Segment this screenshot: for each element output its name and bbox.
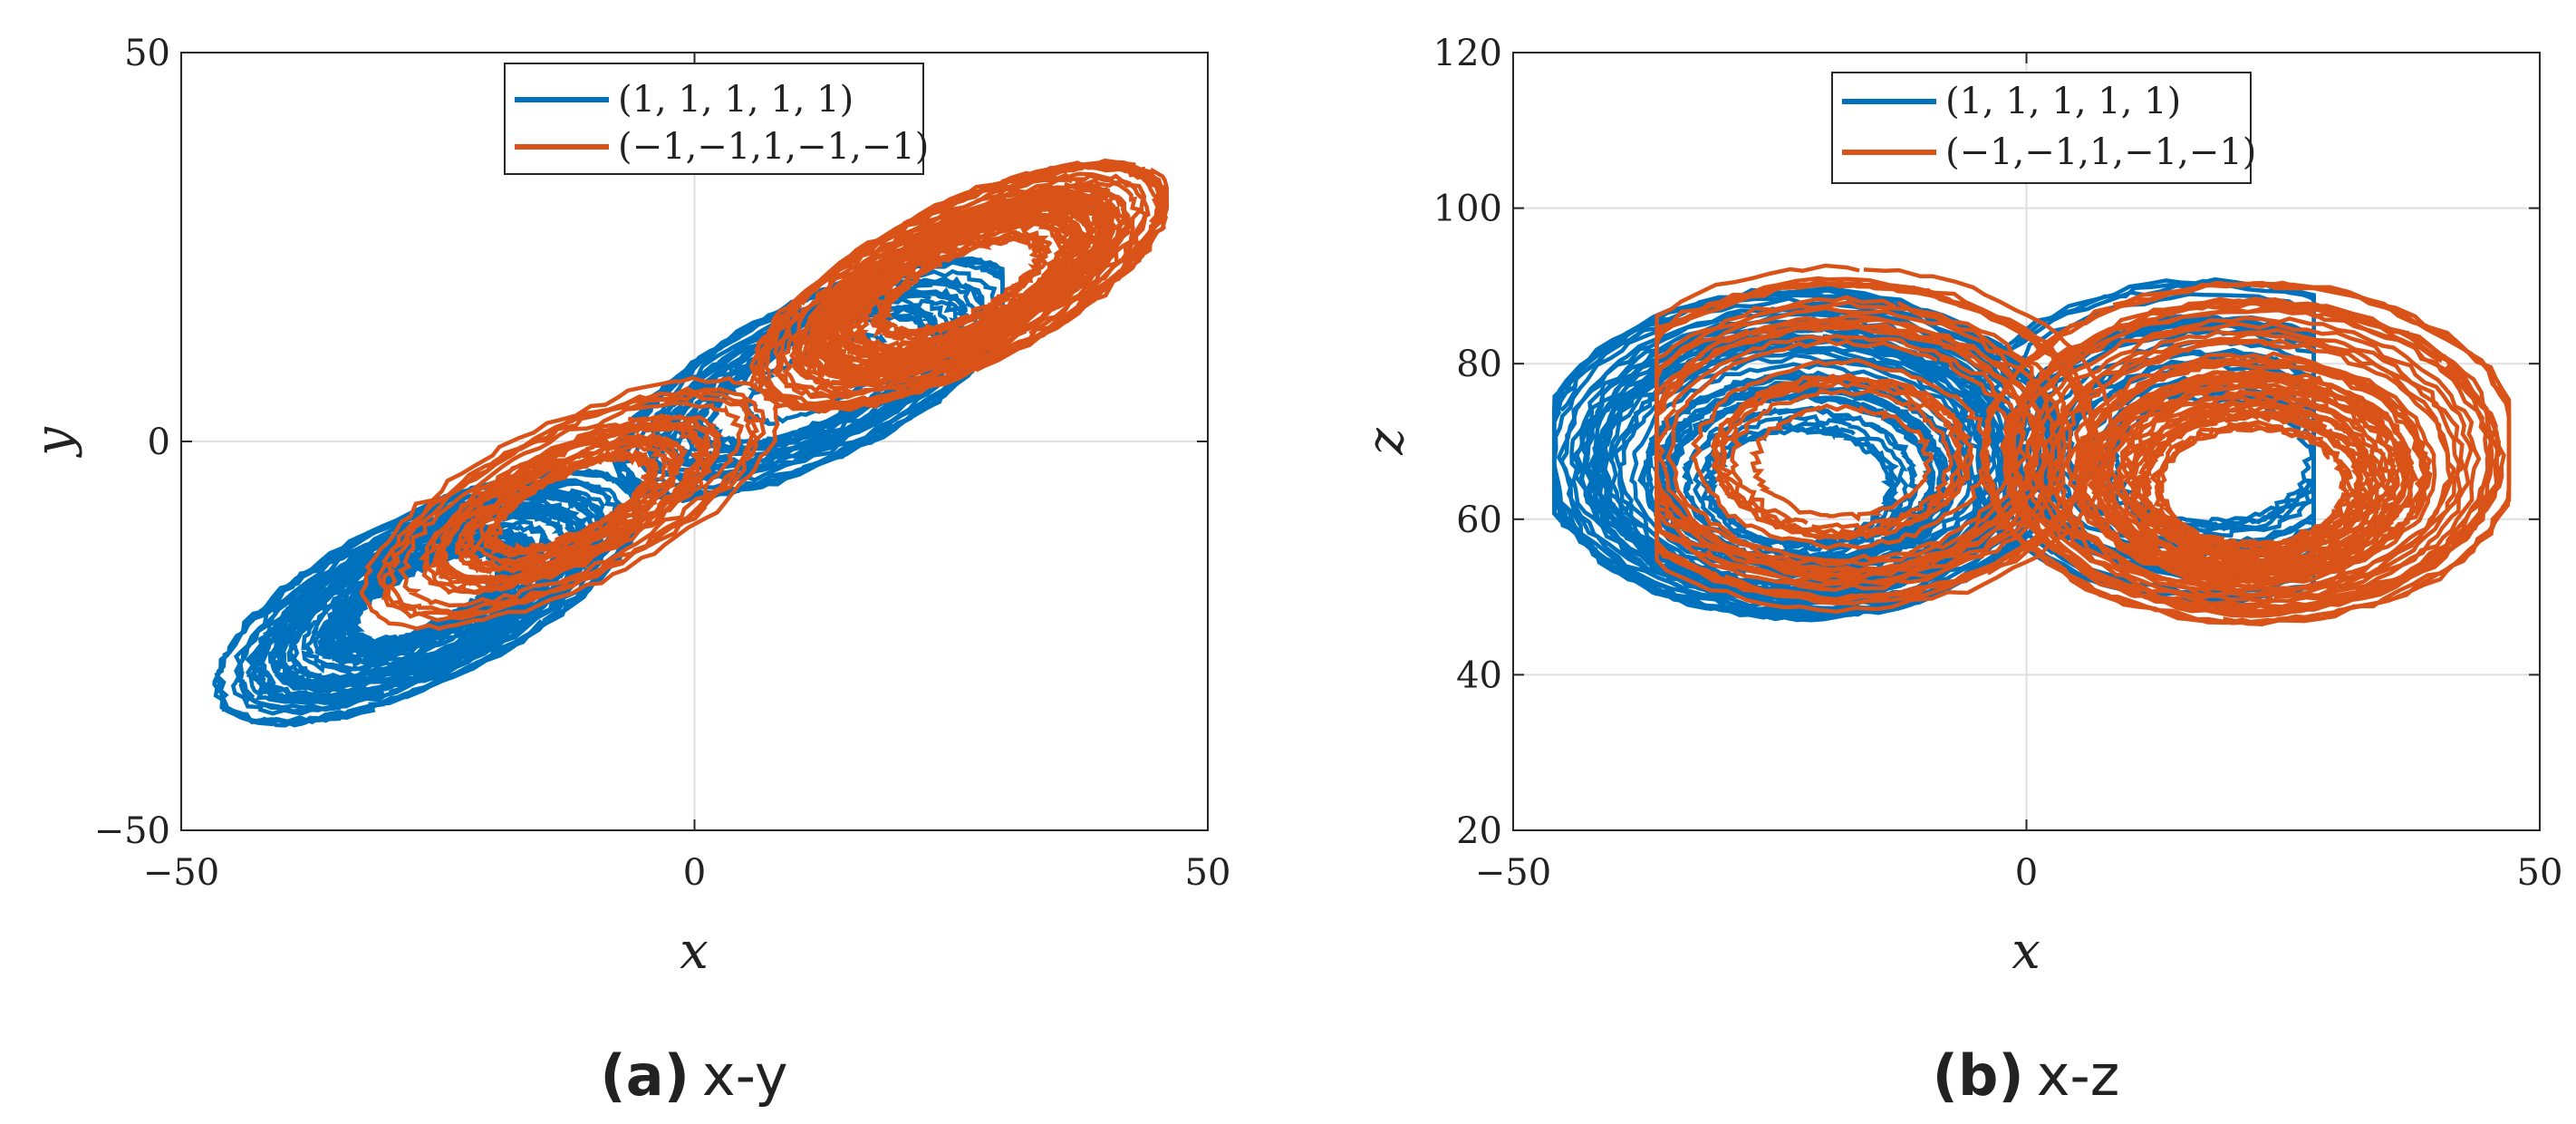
xz-series-2-orbit	[1720, 378, 1963, 538]
xz-ytick-label: 20	[1456, 810, 1502, 852]
xz-series-2-orbit	[2154, 424, 2349, 548]
panel-xz: −50 0 50 20 40 60 80 100 120 x z (1, 1, 1, 1, 1)…	[1356, 33, 2562, 1109]
panel-xy: −50 0 50 −50 0 50 x y (1, 1, 1, 1, 1) (−1,−1,…	[24, 33, 1230, 1109]
xy-series-2-orbit	[359, 375, 780, 631]
xz-series-2-orbit	[2029, 321, 2474, 604]
xz-ticks: −50 0 50 20 40 60 80 100 120	[1433, 33, 2563, 894]
xz-ytick-label: 60	[1456, 499, 1502, 541]
xz-series-2-orbit	[2022, 315, 2482, 607]
xz-series-2-orbit	[2095, 373, 2408, 576]
xz-series-2-orbit	[1749, 402, 1934, 522]
xz-series-2-orbit	[2133, 407, 2372, 558]
xz-legend: (1, 1, 1, 1, 1) (−1,−1,1,−1,−1)	[1831, 72, 2256, 184]
xz-series-2-orbit	[1655, 299, 2068, 587]
xy-legend: (1, 1, 1, 1, 1) (−1,−1,1,−1,−1)	[504, 63, 929, 175]
xy-caption-letter: (a)	[600, 1042, 690, 1109]
xz-ytick-label: 120	[1433, 33, 1502, 74]
xz-series-2-orbit	[1655, 295, 2073, 592]
xy-ytick-label: 0	[148, 422, 170, 463]
xz-series-2-orbit	[2127, 399, 2381, 562]
xy-series-1-orbit	[617, 257, 1005, 500]
xz-series-2-orbit	[1655, 334, 2030, 567]
xz-series-1-orbit	[1556, 304, 2042, 615]
xy-series-1-orbit	[236, 480, 622, 714]
xz-series-2-orbit	[1730, 388, 1954, 531]
xz-caption-letter: (b)	[1933, 1042, 2024, 1109]
xz-ylabel: z	[1356, 428, 1415, 456]
xy-series-2-orbit	[376, 386, 767, 623]
xy-xtick-label: 0	[683, 852, 706, 894]
xy-series-2-orbit	[418, 414, 724, 596]
xy-series-2-orbit	[763, 164, 1163, 406]
xy-series-2-orbit	[779, 178, 1144, 395]
xz-series-2-orbit	[1690, 357, 1992, 551]
xz-series-2-orbit	[1711, 373, 1973, 539]
xz-series-2-orbit	[2054, 338, 2454, 595]
xy-ylabel: y	[24, 426, 83, 459]
xy-ytick-label: 50	[124, 33, 170, 74]
xz-xtick-label: −50	[1475, 852, 1551, 894]
xz-series-2-orbit	[2149, 420, 2357, 551]
xy-caption: (a) x-y	[600, 1042, 787, 1109]
xy-series-2	[359, 158, 1170, 631]
xy-series-2-orbit	[847, 216, 1076, 354]
xy-legend-label-1: (1, 1, 1, 1, 1)	[618, 79, 854, 121]
xz-ytick-label: 40	[1456, 654, 1502, 696]
xy-ticks: −50 0 50 −50 0 50	[94, 33, 1231, 894]
xy-caption-text: x-y	[702, 1042, 788, 1109]
xy-legend-box	[504, 63, 924, 175]
xy-series-2-orbit	[806, 190, 1114, 382]
xy-series-2-orbit	[457, 437, 683, 571]
xy-series-2-orbit	[791, 181, 1133, 390]
xy-series-2-orbit	[483, 450, 661, 558]
xz-legend-label-2: (−1,−1,1,−1,−1)	[1945, 131, 2256, 173]
xy-series-2-orbit	[867, 226, 1053, 343]
xy-xtick-label: 50	[1185, 852, 1231, 894]
xy-series-2-orbit	[823, 202, 1101, 370]
xz-series-2-orbit	[1981, 280, 2512, 625]
xy-series-2-orbit	[750, 160, 1170, 414]
xy-series-2-orbit	[815, 199, 1107, 373]
xz-ytick-label: 80	[1456, 344, 1502, 385]
xz-legend-box	[1831, 72, 2252, 184]
xz-series-2-orbit	[1655, 282, 2094, 602]
xy-series-2-orbit	[438, 425, 703, 585]
xz-xtick-label: 50	[2517, 852, 2563, 894]
xz-series-2-orbit	[2075, 356, 2430, 586]
xy-series-1-orbit	[301, 519, 557, 674]
xz-xtick-label: 0	[2015, 852, 2038, 894]
xz-series-2	[1655, 263, 2512, 627]
xz-caption: (b) x-z	[1933, 1042, 2120, 1109]
xz-series-2-orbit	[1655, 321, 2040, 575]
xz-ytick-label: 100	[1433, 189, 1502, 230]
xz-series-2-orbit	[2088, 368, 2415, 579]
xy-ytick-label: −50	[94, 810, 170, 852]
xy-series-2-orbit	[397, 401, 745, 608]
xz-series-2-orbit	[1979, 280, 2512, 627]
xz-series-2-orbit	[2118, 394, 2389, 565]
xz-series-2-orbit	[2002, 298, 2503, 615]
xy-xtick-label: −50	[143, 852, 219, 894]
xz-series-2-orbit	[2039, 327, 2466, 598]
xz-series-2-orbit	[1655, 314, 2051, 580]
xy-xlabel: x	[680, 922, 709, 981]
xy-legend-label-2: (−1,−1,1,−1,−1)	[618, 126, 929, 168]
xz-series-1-orbit	[1692, 413, 1909, 555]
xy-series-2-orbit	[800, 189, 1124, 383]
xz-xlabel: x	[2012, 922, 2041, 981]
xz-legend-label-1: (1, 1, 1, 1, 1)	[1945, 81, 2181, 122]
xz-caption-text: x-z	[2037, 1042, 2120, 1109]
